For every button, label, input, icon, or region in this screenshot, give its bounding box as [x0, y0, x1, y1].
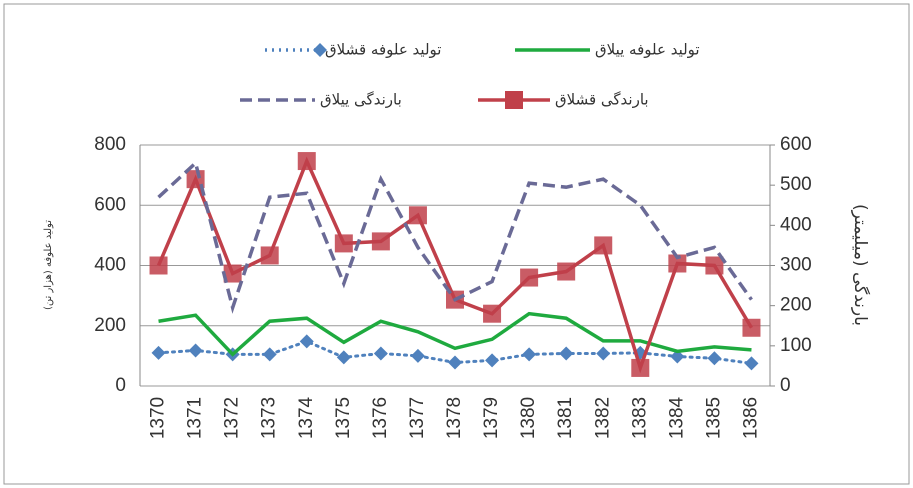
- y2-axis-label: بارندگی (میلیمتر): [850, 204, 871, 326]
- series-marker: [336, 350, 351, 365]
- x-tick-label: 1376: [370, 397, 391, 439]
- y2-tick-label: 500: [780, 174, 812, 195]
- x-tick-label: 1380: [518, 397, 539, 439]
- series-marker: [594, 236, 613, 255]
- series-marker: [334, 234, 353, 253]
- series-marker: [596, 346, 611, 361]
- y2-tick-label: 100: [780, 335, 812, 356]
- series-marker: [522, 347, 537, 362]
- legend-marker: [505, 91, 523, 109]
- x-tick-label: 1371: [185, 397, 206, 439]
- legend-label: تولید علوفه ییلاق: [595, 41, 700, 59]
- y-tick-label: 0: [115, 375, 126, 396]
- y-axis-label: تولید علوفه (هزار تن): [43, 220, 54, 310]
- x-tick-label: 1379: [481, 397, 502, 439]
- series-marker: [151, 345, 166, 360]
- series-marker: [149, 256, 168, 275]
- x-tick-label: 1385: [703, 397, 724, 439]
- series-marker: [707, 351, 722, 366]
- series-marker: [520, 268, 539, 287]
- series-marker: [668, 254, 687, 273]
- series-marker: [631, 358, 650, 377]
- x-tick-label: 1374: [296, 396, 317, 439]
- legend-label: بارندگی ییلاق: [320, 91, 402, 109]
- y2-tick-label: 200: [780, 295, 812, 316]
- legend-label: بارندگی قشلاق: [555, 91, 649, 109]
- legend-marker: [313, 43, 327, 57]
- series-marker: [188, 343, 203, 358]
- series-marker: [410, 348, 425, 363]
- x-tick-label: 1372: [222, 397, 243, 439]
- series-marker: [670, 349, 685, 364]
- y-tick-label: 800: [94, 134, 126, 155]
- y-tick-label: 200: [94, 315, 126, 336]
- series-marker: [483, 304, 502, 323]
- series-marker: [299, 334, 314, 349]
- x-tick-label: 1377: [407, 397, 428, 439]
- y-tick-label: 600: [94, 194, 126, 215]
- x-tick-label: 1370: [148, 397, 169, 439]
- series-marker: [705, 256, 724, 275]
- y2-tick-label: 600: [780, 134, 812, 155]
- x-tick-label: 1382: [592, 397, 613, 439]
- legend-label: تولید علوفه قشلاق: [325, 41, 441, 59]
- x-tick-label: 1386: [740, 397, 761, 439]
- frame: [3, 3, 910, 485]
- y2-tick-label: 300: [780, 255, 812, 276]
- series-marker: [448, 355, 462, 370]
- series-marker: [297, 152, 316, 171]
- x-tick-label: 1375: [333, 397, 354, 439]
- x-tick-label: 1384: [666, 396, 687, 439]
- x-tick-label: 1381: [555, 397, 576, 439]
- series-marker: [260, 246, 279, 265]
- series-line: [157, 159, 753, 314]
- y-tick-label: 400: [94, 255, 126, 276]
- series-marker: [408, 206, 427, 225]
- series-marker: [262, 347, 277, 362]
- x-tick-label: 1378: [444, 397, 465, 439]
- series-marker: [557, 262, 576, 281]
- series-line: [158, 311, 752, 357]
- x-tick-label: 1373: [259, 397, 280, 439]
- series-marker: [742, 318, 761, 337]
- series-marker: [744, 356, 759, 371]
- series-marker: [371, 232, 390, 251]
- series-marker: [485, 353, 500, 368]
- series-marker: [223, 264, 242, 283]
- series-marker: [373, 346, 388, 361]
- x-tick-label: 1383: [629, 397, 650, 439]
- y2-tick-label: 400: [780, 214, 812, 235]
- series-marker: [559, 346, 574, 361]
- y2-tick-label: 0: [780, 375, 791, 396]
